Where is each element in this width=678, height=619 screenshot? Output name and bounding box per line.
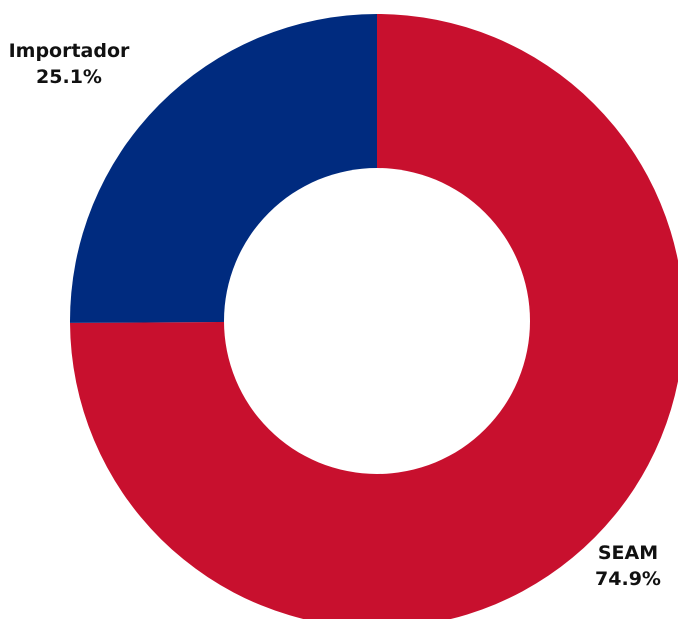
slice-label-importador: Importador 25.1% [8, 38, 130, 90]
slice-label-seam-name: SEAM [597, 542, 659, 564]
donut-hole [224, 168, 530, 474]
slice-label-seam: SEAM 74.9% [578, 540, 678, 592]
slice-label-importador-value: 25.1% [36, 66, 102, 88]
slice-label-importador-name: Importador [8, 40, 130, 62]
donut-slice-seam [70, 14, 678, 619]
slice-label-seam-value: 74.9% [595, 568, 661, 590]
